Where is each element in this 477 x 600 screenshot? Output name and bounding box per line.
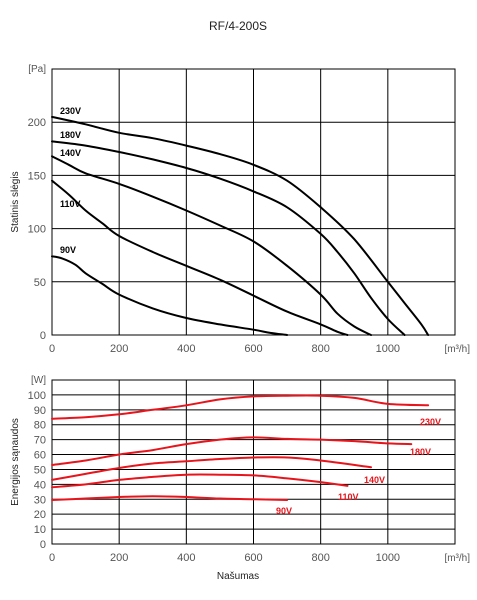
y-axis-title: Statinis slėgis bbox=[10, 171, 21, 232]
series-label-140v: 140V bbox=[364, 475, 385, 485]
y-tick-label: 50 bbox=[34, 464, 46, 476]
series-label-140v: 140V bbox=[60, 148, 81, 158]
y-tick-label: 60 bbox=[34, 450, 46, 462]
series-label-110v: 110V bbox=[338, 492, 359, 502]
x-tick-label: 200 bbox=[110, 552, 128, 564]
y-tick-label: 10 bbox=[34, 524, 46, 536]
x-tick-label: 800 bbox=[311, 343, 329, 355]
y-tick-label: 0 bbox=[40, 539, 46, 551]
series-line-90v bbox=[51, 495, 289, 501]
series-line-180v bbox=[51, 436, 413, 466]
x-tick-label: 1000 bbox=[376, 552, 400, 564]
x-tick-label: 400 bbox=[177, 343, 195, 355]
series-label-230v: 230V bbox=[420, 417, 441, 427]
x-tick-label: 600 bbox=[244, 343, 262, 355]
x-tick-label: 400 bbox=[177, 552, 195, 564]
series-line-140v bbox=[51, 456, 372, 481]
series-line-180v bbox=[51, 140, 406, 336]
x-tick-label: 200 bbox=[110, 343, 128, 355]
y-unit-label: [Pa] bbox=[28, 64, 46, 75]
x-unit-label: [m³/h] bbox=[444, 344, 470, 355]
series-line-140v bbox=[51, 155, 372, 336]
y-tick-label: 40 bbox=[34, 479, 46, 491]
series-line-110v bbox=[51, 473, 349, 489]
y-tick-label: 20 bbox=[34, 509, 46, 521]
y-unit-label: [W] bbox=[31, 375, 46, 386]
x-tick-label: 600 bbox=[244, 552, 262, 564]
x-tick-label: 0 bbox=[49, 343, 55, 355]
y-tick-label: 70 bbox=[34, 435, 46, 447]
y-tick-label: 100 bbox=[28, 224, 46, 236]
series-line-110v bbox=[51, 179, 349, 336]
x-tick-label: 0 bbox=[49, 552, 55, 564]
y-tick-label: 200 bbox=[28, 117, 46, 129]
x-tick-label: 1000 bbox=[376, 343, 400, 355]
x-axis-label: Našumas bbox=[217, 571, 259, 582]
y-axis-title: Energijos sąnaudos bbox=[10, 418, 21, 506]
y-tick-label: 0 bbox=[40, 330, 46, 342]
y-tick-label: 30 bbox=[34, 494, 46, 506]
y-tick-label: 50 bbox=[34, 277, 46, 289]
series-label-180v: 180V bbox=[60, 130, 81, 140]
series-label-230v: 230V bbox=[60, 106, 81, 116]
y-tick-label: 150 bbox=[28, 170, 46, 182]
series-label-180v: 180V bbox=[410, 447, 431, 457]
x-unit-label: [m³/h] bbox=[444, 553, 470, 564]
x-tick-label: 800 bbox=[311, 552, 329, 564]
series-label-90v: 90V bbox=[60, 245, 76, 255]
power-chart: 0 200 400 600 800 1000 0 10 20 30 40 50 60 70 80 90 100 [… bbox=[10, 375, 470, 564]
series-line-230v bbox=[51, 394, 430, 420]
series-line-90v bbox=[51, 255, 289, 336]
series-label-90v: 90V bbox=[276, 506, 292, 516]
y-tick-label: 90 bbox=[34, 405, 46, 417]
series-label-110v: 110V bbox=[60, 199, 81, 209]
chart-title: RF/4-200S bbox=[209, 19, 267, 33]
pressure-chart: 0 200 400 600 800 1000 0 50 100 150 200 [Pa] [m³/h] S… bbox=[10, 64, 470, 355]
y-tick-label: 100 bbox=[28, 390, 46, 402]
y-tick-label: 80 bbox=[34, 420, 46, 432]
series-line-230v bbox=[51, 115, 430, 336]
